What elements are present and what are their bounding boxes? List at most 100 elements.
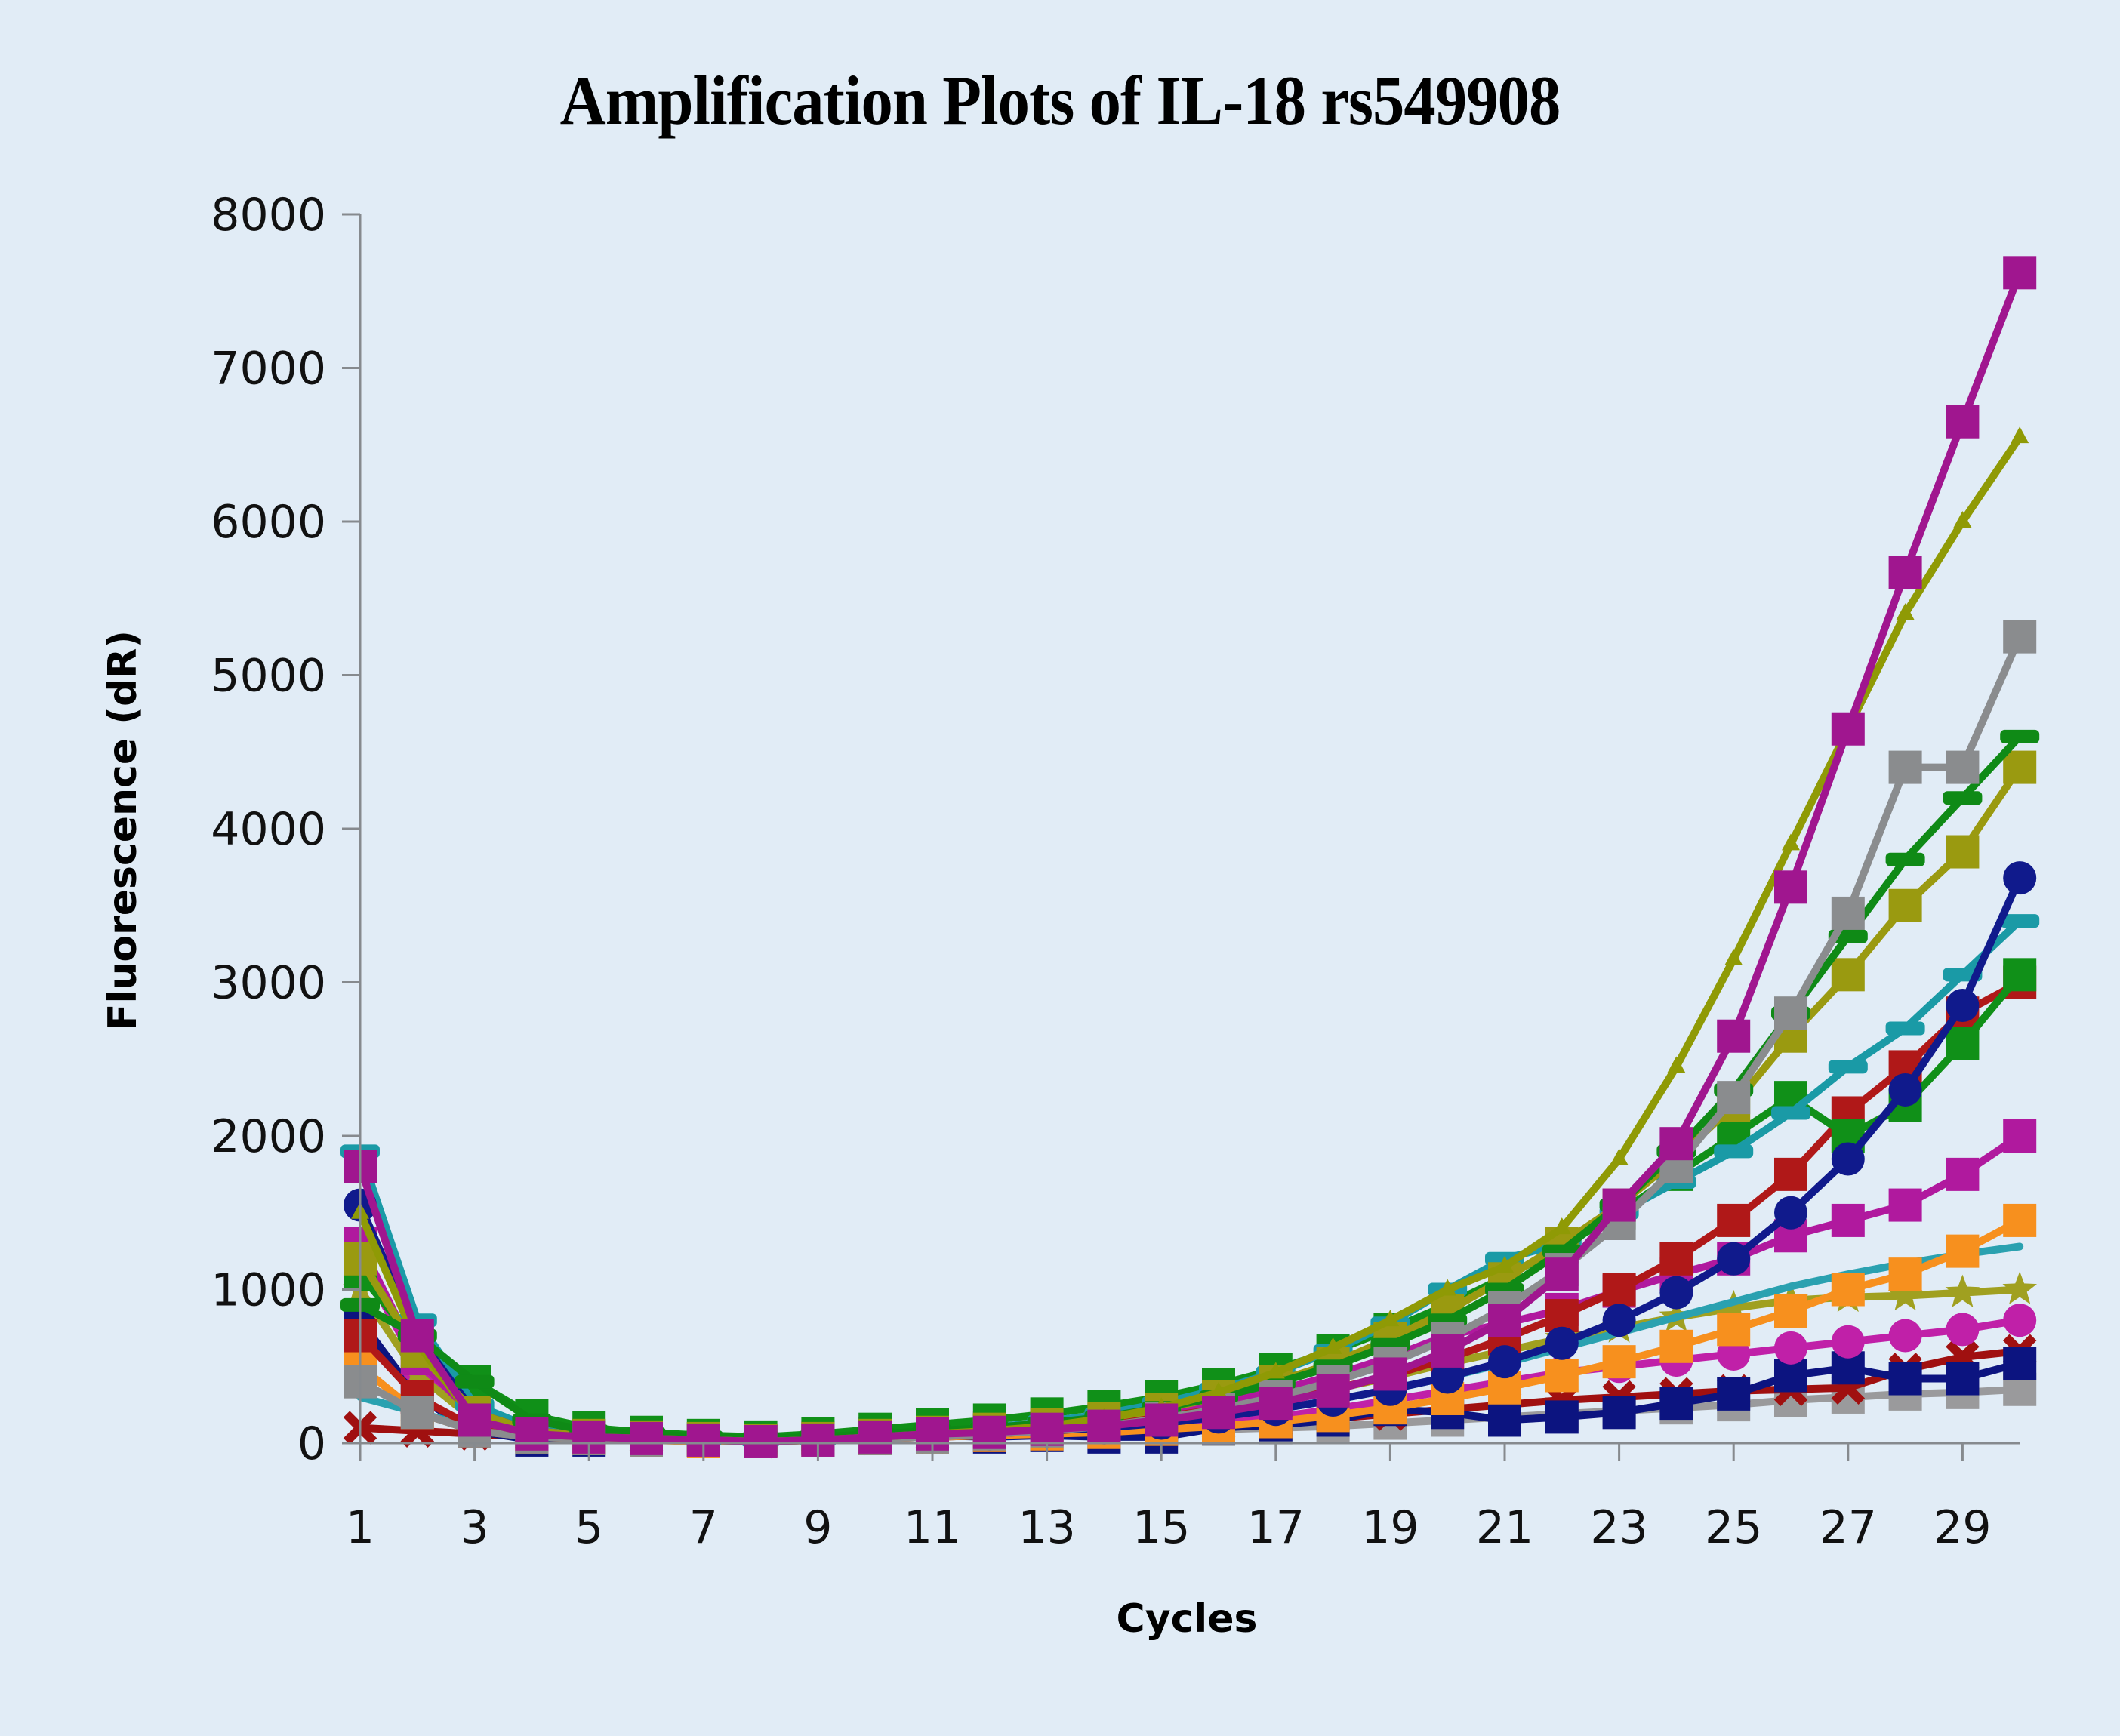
data-point — [1888, 1362, 1922, 1396]
data-point — [1771, 1106, 1810, 1120]
data-point — [1714, 1144, 1754, 1159]
data-point — [1946, 405, 1980, 439]
data-point — [1202, 1396, 1235, 1430]
y-tick-label: 7000 — [211, 343, 326, 396]
data-point — [1885, 852, 1925, 866]
data-point — [1431, 1334, 1465, 1368]
data-point — [458, 1403, 491, 1437]
data-point — [1888, 1073, 1922, 1107]
data-point — [1659, 1387, 1693, 1421]
series-line — [356, 978, 2024, 1444]
data-point — [1087, 1409, 1121, 1443]
data-point — [1946, 1027, 1980, 1060]
x-tick-label: 17 — [1247, 1501, 1305, 1554]
data-point — [1717, 1377, 1751, 1411]
data-point — [1946, 1313, 1980, 1347]
data-point — [744, 1424, 778, 1458]
data-point — [1885, 1021, 1925, 1036]
data-point — [400, 1319, 434, 1353]
data-point — [1602, 1304, 1636, 1337]
data-point — [2000, 729, 2040, 743]
data-point — [1323, 1337, 1342, 1354]
data-point — [2003, 1203, 2037, 1237]
data-point — [2003, 750, 2037, 784]
x-tick-label: 9 — [803, 1501, 832, 1554]
series-line — [356, 874, 2024, 1444]
data-point — [1888, 888, 1922, 922]
data-point — [2002, 1271, 2037, 1304]
y-tick-label: 6000 — [211, 496, 326, 549]
data-point — [1552, 1217, 1571, 1235]
x-tick-label: 25 — [1705, 1501, 1762, 1554]
data-point — [1438, 1279, 1457, 1296]
data-point — [1266, 1362, 1285, 1379]
data-point — [1431, 1360, 1465, 1394]
data-point — [1953, 511, 1972, 528]
data-point — [1659, 1242, 1693, 1276]
data-point — [1946, 989, 1980, 1023]
data-point — [1488, 1345, 1521, 1379]
data-point — [2000, 914, 2040, 928]
data-point — [1888, 750, 1922, 784]
data-point — [1888, 556, 1922, 589]
data-point — [1717, 1203, 1751, 1237]
data-point — [1888, 1257, 1922, 1291]
data-point — [1896, 603, 1915, 620]
data-point — [1774, 1157, 1807, 1191]
x-tick-label: 23 — [1590, 1501, 1647, 1554]
data-point — [1946, 750, 1980, 784]
data-point — [1316, 1374, 1350, 1408]
data-point — [1831, 896, 1865, 930]
series-line — [356, 269, 2024, 1445]
data-point — [1717, 1242, 1751, 1276]
data-point — [1724, 948, 1743, 965]
data-point — [1774, 996, 1807, 1030]
y-tick-label: 8000 — [211, 189, 326, 242]
y-tick-label: 4000 — [211, 803, 326, 856]
data-point — [1946, 835, 1980, 869]
data-point — [1831, 958, 1865, 992]
data-point — [1774, 1196, 1807, 1230]
data-point — [1831, 1142, 1865, 1176]
series-line — [356, 732, 2024, 1442]
x-tick-label: 5 — [575, 1501, 603, 1554]
data-point — [1774, 870, 1807, 904]
data-point — [1659, 1329, 1693, 1363]
series-line — [356, 763, 2024, 1444]
data-point — [1717, 1019, 1751, 1053]
data-point — [1831, 712, 1865, 746]
data-point — [2003, 620, 2037, 654]
data-point — [1946, 1362, 1980, 1396]
x-tick-label: 1 — [346, 1501, 374, 1554]
x-axis-label: Cycles — [1116, 1596, 1258, 1642]
data-point — [1259, 1387, 1293, 1421]
x-tick-label: 7 — [689, 1501, 718, 1554]
series-well-magenta-square-high — [344, 256, 2037, 1458]
data-point — [400, 1396, 434, 1430]
data-point — [1782, 833, 1800, 851]
data-point — [1831, 1203, 1865, 1237]
data-point — [1774, 1294, 1807, 1328]
data-point — [1602, 1273, 1636, 1307]
data-point — [455, 1374, 495, 1389]
data-point — [515, 1417, 549, 1451]
x-tick-label: 27 — [1820, 1501, 1877, 1554]
data-point — [1659, 1127, 1693, 1161]
data-point — [1831, 1325, 1865, 1359]
y-tick-label: 5000 — [211, 650, 326, 703]
data-point — [1496, 1255, 1514, 1273]
data-point — [1946, 1234, 1980, 1268]
data-point — [1717, 1313, 1751, 1347]
data-point — [1943, 791, 1983, 805]
y-tick-label: 1000 — [211, 1264, 326, 1317]
data-point — [858, 1420, 892, 1454]
data-point — [1373, 1357, 1407, 1391]
data-point — [1602, 1396, 1636, 1430]
data-point — [1545, 1400, 1579, 1434]
data-point — [1831, 1273, 1865, 1307]
data-point — [1602, 1188, 1636, 1222]
y-tick-label: 0 — [297, 1417, 326, 1470]
y-tick-label: 3000 — [211, 957, 326, 1010]
